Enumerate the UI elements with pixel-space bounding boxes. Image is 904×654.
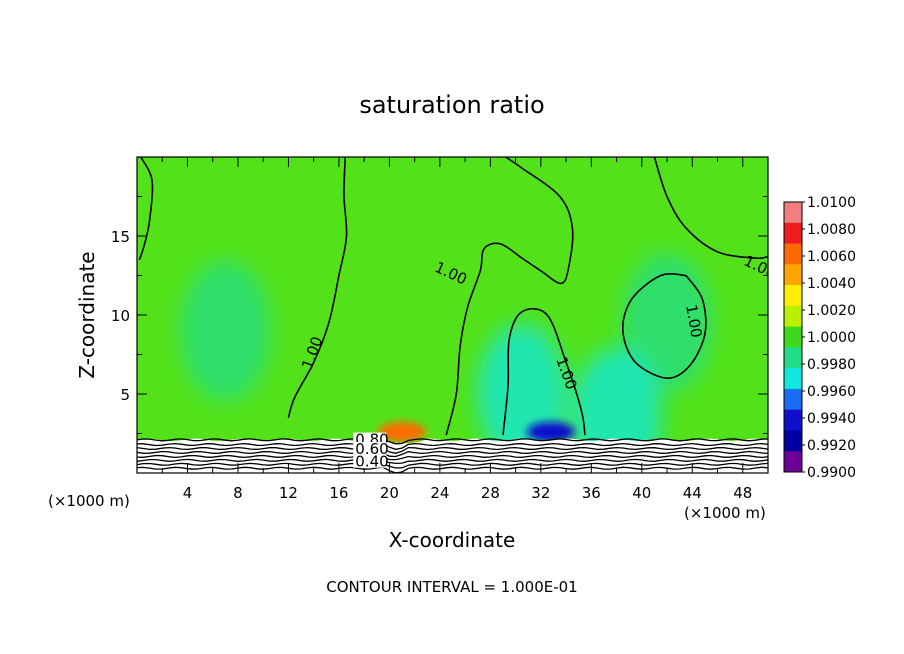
lower-contour-0 xyxy=(137,438,768,445)
colorbar-swatch-4 xyxy=(784,285,802,307)
x-tick-label: 48 xyxy=(733,484,752,502)
lower-contour-7 xyxy=(137,466,768,473)
x-axis-label: X-coordinate xyxy=(389,528,516,552)
colorbar-swatch-3 xyxy=(784,264,802,286)
contour-label-bg xyxy=(353,454,387,468)
y-axis-ticks: 5 10 15 xyxy=(111,196,768,434)
plot-area: 1.00 1.001.001.001.000.800.600.40 xyxy=(137,157,768,473)
x-tick-label: 28 xyxy=(481,484,500,502)
lower-contour-1 xyxy=(137,442,768,450)
colorbar-swatch-8 xyxy=(784,368,802,390)
colorbar-swatch-1 xyxy=(784,222,802,244)
shading-blob-2 xyxy=(180,260,271,401)
colorbar-swatch-5 xyxy=(784,305,802,328)
x-axis-ticks: 4 8 12 16 20 24 28 32 36 40 44 48 xyxy=(161,157,752,502)
colorbar-label: 1.0080 xyxy=(807,222,856,238)
x-tick-label: 44 xyxy=(683,484,702,502)
x-tick-label: 12 xyxy=(279,484,298,502)
shading-blob-1 xyxy=(526,421,575,442)
shading-blob-4 xyxy=(622,252,713,393)
x-unit-right: (×1000 m) xyxy=(684,504,766,522)
colorbar-swatch-2 xyxy=(784,243,802,265)
y-axis-label: Z-coordinate xyxy=(75,251,99,378)
colorbar-label: 0.9960 xyxy=(807,384,856,400)
lower-contour-4 xyxy=(137,454,768,461)
colorbar-label: 1.0060 xyxy=(807,249,856,265)
colorbar-swatch-12 xyxy=(784,451,802,473)
lower-contour-2 xyxy=(137,446,768,454)
contour-label-text: 0.60 xyxy=(355,440,388,458)
colorbar-label: 1.0000 xyxy=(807,330,856,346)
contour-1-00-line-5 xyxy=(622,272,707,380)
colorbar-swatch-10 xyxy=(784,409,802,431)
contour-label-text: 0.40 xyxy=(355,453,388,471)
contour-1-00-line-2 xyxy=(445,157,574,436)
x-tick-label: 4 xyxy=(183,484,193,502)
colorbar: 1.0100 1.0080 1.0060 1.0040 1.0020 1.0000 0.99… xyxy=(783,195,856,481)
x-tick-label: 8 xyxy=(233,484,243,502)
colorbar-swatch-9 xyxy=(784,388,802,411)
contour-interval-note: CONTOUR INTERVAL = 1.000E-01 xyxy=(326,578,577,596)
y-tick-label: 5 xyxy=(120,386,130,404)
shading-blob-0 xyxy=(378,421,427,442)
lower-contour-5 xyxy=(137,458,768,465)
lower-contour-lines xyxy=(137,438,768,473)
contour-label-bg xyxy=(353,442,387,455)
x-tick-label: 36 xyxy=(582,484,601,502)
colorbar-label: 0.9980 xyxy=(807,357,856,373)
x-tick-label: 20 xyxy=(380,484,399,502)
x-tick-label: 32 xyxy=(531,484,550,502)
contour-1-00-line-3 xyxy=(502,307,586,436)
contour-label-2: 1.00 xyxy=(682,303,706,339)
contour-label-7: 0.40 xyxy=(353,453,389,471)
colorbar-label: 1.0020 xyxy=(807,303,856,319)
colorbar-swatch-6 xyxy=(784,326,802,348)
lower-contour-3 xyxy=(137,450,768,458)
y-tick-label: 10 xyxy=(111,307,130,325)
x-unit-left: (×1000 m) xyxy=(48,492,130,510)
colorbar-swatch-11 xyxy=(784,430,802,452)
colorbar-label: 1.0040 xyxy=(807,276,856,292)
colorbar-swatch-7 xyxy=(784,347,802,369)
contour-1-00-line-4 xyxy=(653,157,768,260)
colorbar-label: 1.0100 xyxy=(807,195,856,211)
x-tick-label: 40 xyxy=(632,484,651,502)
colorbar-label: 0.9940 xyxy=(807,411,856,427)
colorbar-label: 0.9920 xyxy=(807,438,856,454)
x-tick-label: 16 xyxy=(329,484,348,502)
y-tick-label: 15 xyxy=(111,228,130,246)
contour-lines xyxy=(138,157,768,436)
x-tick-label: 24 xyxy=(430,484,449,502)
contour-1-00-line-0 xyxy=(138,157,154,260)
colorbar-swatch-0 xyxy=(784,202,802,224)
near-surface-shading xyxy=(378,421,575,442)
contour-label-6: 0.60 xyxy=(353,440,389,458)
chart-title: saturation ratio xyxy=(359,91,544,119)
contour-1-00-line-1 xyxy=(287,157,348,418)
lower-contour-6 xyxy=(137,462,768,469)
colorbar-label: 0.9900 xyxy=(807,465,856,481)
contour-label-text: 1.00 xyxy=(682,303,706,339)
